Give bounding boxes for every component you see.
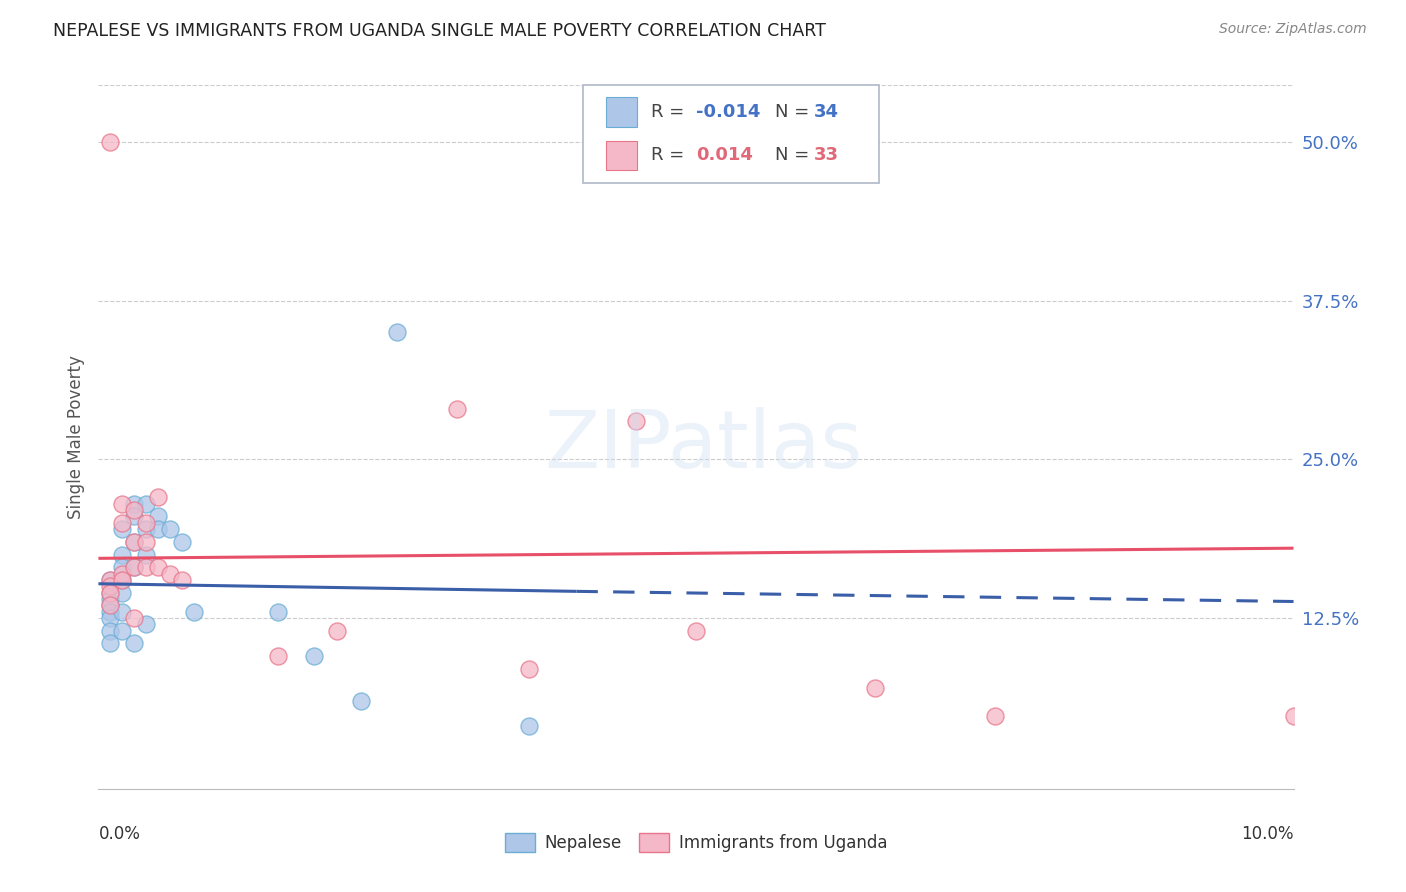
Point: [135, 497, 157, 511]
Point: [111, 522, 134, 536]
Point: [385, 326, 409, 340]
Legend: Nepalese, Immigrants from Uganda: Nepalese, Immigrants from Uganda: [498, 826, 894, 859]
Point: [98, 599, 122, 613]
Point: [124, 611, 146, 625]
Point: [111, 573, 134, 587]
Text: 0.014: 0.014: [696, 146, 752, 164]
Point: [517, 662, 540, 676]
Point: [111, 605, 134, 619]
Point: [98, 611, 122, 625]
Point: [267, 605, 290, 619]
Point: [98, 573, 122, 587]
Point: [517, 719, 540, 733]
Point: [98, 624, 122, 638]
Point: [111, 566, 134, 581]
Point: [124, 560, 146, 574]
Point: [685, 624, 707, 638]
Text: ZIPatlas: ZIPatlas: [544, 407, 862, 485]
Point: [446, 401, 468, 416]
Point: [148, 522, 170, 536]
Text: 33: 33: [814, 146, 839, 164]
Point: [111, 573, 134, 587]
Point: [159, 522, 181, 536]
Point: [124, 509, 146, 524]
Point: [350, 693, 373, 707]
Point: [172, 573, 194, 587]
Point: [1282, 708, 1305, 723]
Point: [98, 135, 122, 149]
Point: [183, 605, 205, 619]
Point: [326, 624, 349, 638]
Point: [148, 509, 170, 524]
Point: [267, 649, 290, 664]
Point: [124, 503, 146, 517]
Y-axis label: Single Male Poverty: Single Male Poverty: [66, 355, 84, 519]
Point: [135, 534, 157, 549]
Point: [984, 708, 1007, 723]
Text: 34: 34: [814, 103, 839, 121]
Point: [111, 585, 134, 599]
Point: [98, 579, 122, 593]
Point: [172, 534, 194, 549]
Point: [98, 585, 122, 599]
Point: [124, 497, 146, 511]
Point: [124, 560, 146, 574]
Point: [135, 617, 157, 632]
Text: Source: ZipAtlas.com: Source: ZipAtlas.com: [1219, 22, 1367, 37]
Text: R =: R =: [651, 146, 696, 164]
Point: [135, 548, 157, 562]
Point: [111, 624, 134, 638]
Point: [98, 591, 122, 606]
Point: [111, 497, 134, 511]
Point: [135, 516, 157, 530]
Text: 10.0%: 10.0%: [1241, 825, 1294, 843]
Text: NEPALESE VS IMMIGRANTS FROM UGANDA SINGLE MALE POVERTY CORRELATION CHART: NEPALESE VS IMMIGRANTS FROM UGANDA SINGL…: [53, 22, 827, 40]
Point: [111, 516, 134, 530]
Point: [98, 599, 122, 613]
Point: [98, 573, 122, 587]
Point: [124, 636, 146, 650]
Point: [159, 566, 181, 581]
Text: -0.014: -0.014: [696, 103, 761, 121]
Point: [111, 548, 134, 562]
Text: N =: N =: [775, 146, 814, 164]
Point: [148, 560, 170, 574]
Point: [302, 649, 325, 664]
Text: N =: N =: [775, 103, 814, 121]
Point: [98, 636, 122, 650]
Text: R =: R =: [651, 103, 690, 121]
Point: [124, 534, 146, 549]
Point: [626, 414, 648, 428]
Point: [98, 585, 122, 599]
Point: [98, 605, 122, 619]
Point: [111, 560, 134, 574]
Point: [865, 681, 887, 695]
Point: [135, 560, 157, 574]
Point: [135, 522, 157, 536]
Point: [124, 534, 146, 549]
Point: [148, 491, 170, 505]
Text: 0.0%: 0.0%: [98, 825, 141, 843]
